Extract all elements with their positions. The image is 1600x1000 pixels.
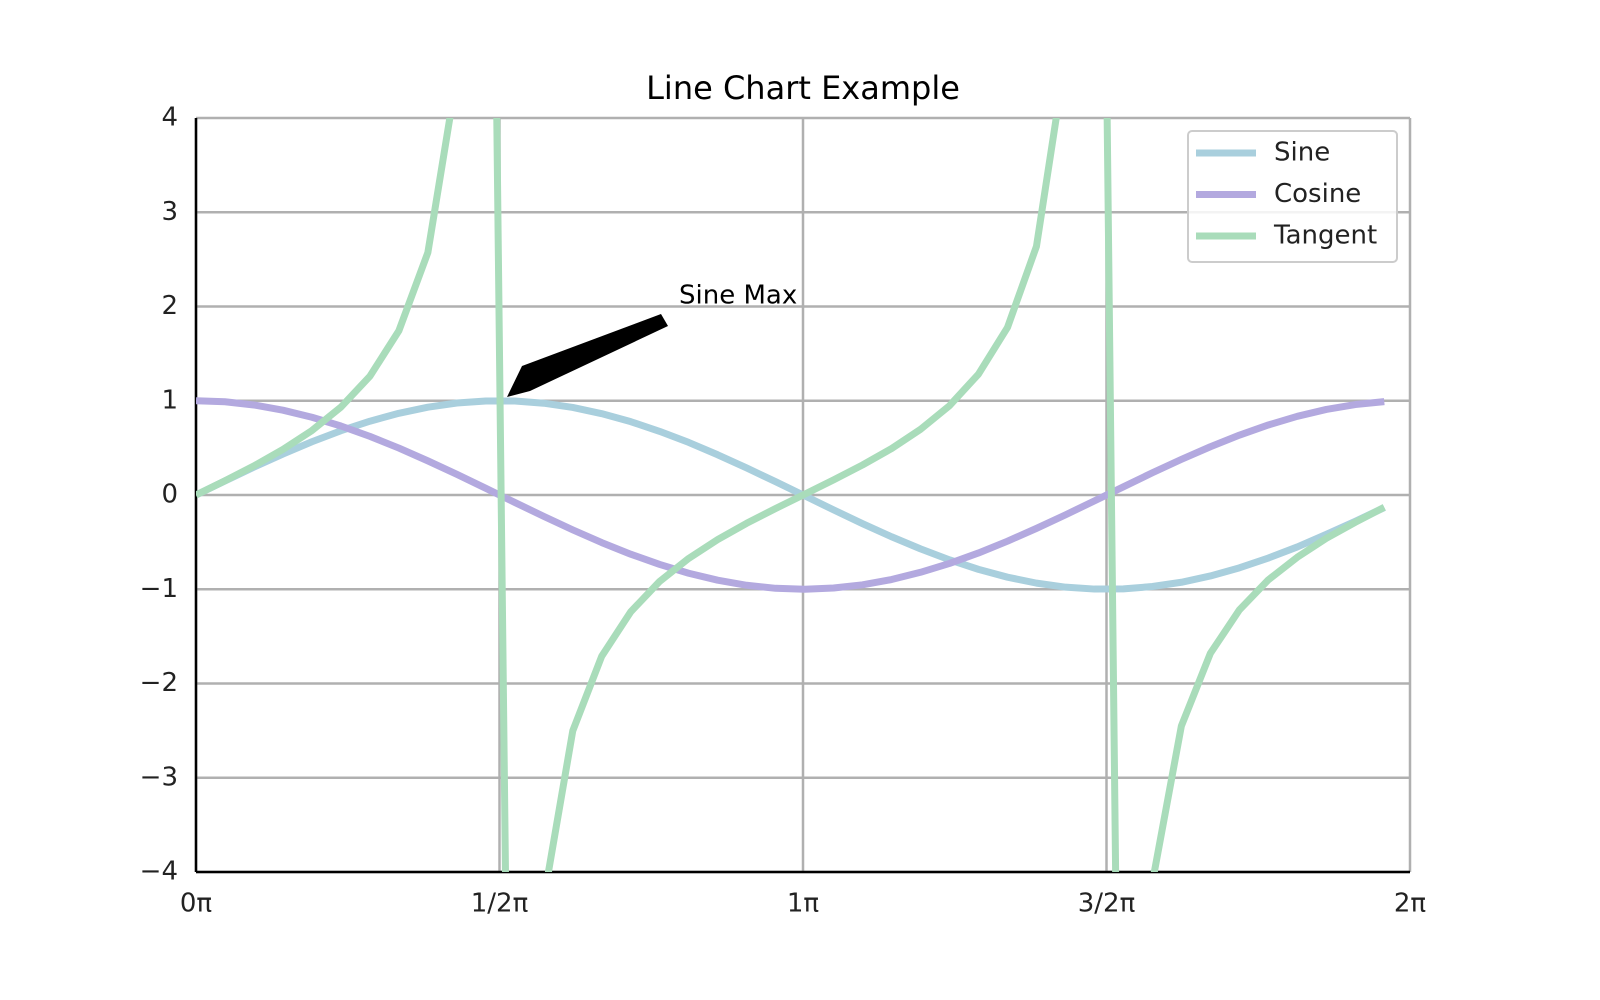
- y-tick-label: −1: [140, 574, 178, 604]
- legend-label: Tangent: [1273, 221, 1377, 251]
- series-line: [196, 397, 1386, 593]
- y-tick-label: 2: [161, 291, 178, 321]
- x-tick-label: 2π: [1394, 889, 1426, 919]
- y-tick-label: 4: [161, 103, 178, 133]
- annotation-arrow: [507, 314, 668, 397]
- y-tick-label: −2: [140, 668, 178, 698]
- series-line: [196, 397, 1385, 593]
- legend-label: Cosine: [1274, 179, 1361, 209]
- legend-box: [1187, 130, 1398, 263]
- x-tick-label: 1/2π: [471, 889, 529, 919]
- chart-title: Line Chart Example: [646, 69, 960, 107]
- y-tick-label: −4: [140, 857, 178, 887]
- legend-label: Sine: [1274, 138, 1330, 168]
- x-tick-label: 0π: [180, 889, 212, 919]
- y-tick-label: 0: [161, 480, 178, 510]
- y-tick-label: 3: [161, 197, 178, 227]
- y-tick-label: −3: [140, 762, 178, 792]
- plot-area: [196, 118, 1386, 872]
- series-line: [196, 118, 1386, 872]
- annotation-text: Sine Max: [679, 281, 797, 311]
- x-tick-label: 3/2π: [1078, 889, 1136, 919]
- y-tick-label: 1: [161, 385, 178, 415]
- x-tick-label: 1π: [787, 889, 819, 919]
